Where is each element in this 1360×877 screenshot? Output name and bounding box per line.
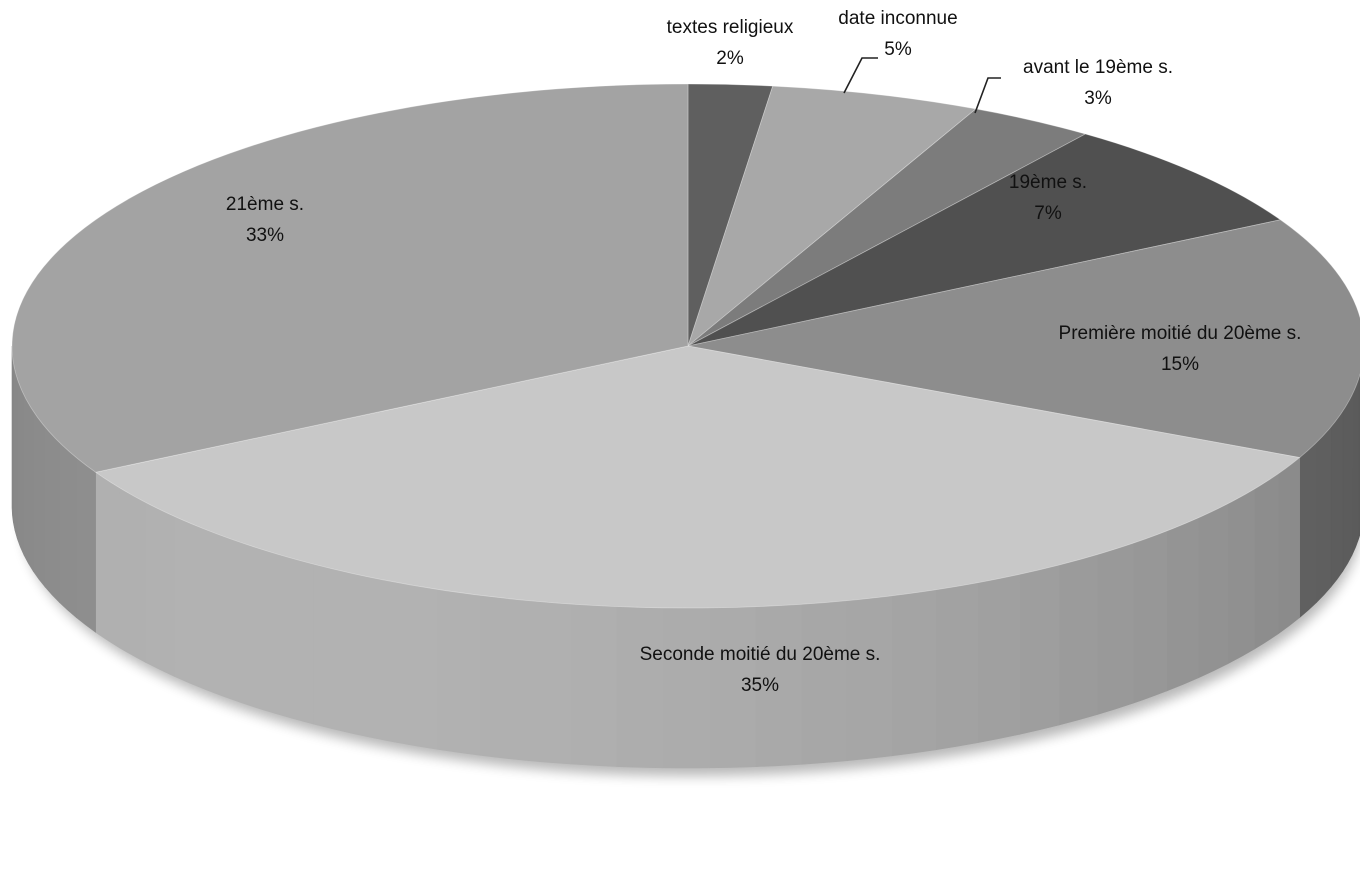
- slice-label-3: 19ème s.: [1009, 172, 1087, 193]
- pie-side-5: [616, 606, 664, 769]
- pie-side-5: [1096, 542, 1134, 715]
- pie-side-5: [95, 471, 120, 649]
- pie-side-6: [11, 345, 14, 523]
- pie-slice-5: [94, 345, 1301, 609]
- pie-side-5: [1227, 488, 1255, 665]
- pie-side-5: [1132, 530, 1168, 704]
- pie-side-5: [352, 573, 395, 743]
- pie-side-4: [1342, 394, 1353, 573]
- slice-value-2: 3%: [1084, 88, 1112, 109]
- pie-side-5: [935, 582, 979, 751]
- pie-side-5: [1254, 472, 1279, 650]
- pie-side-5: [480, 594, 526, 761]
- slice-label-2: avant le 19ème s.: [1023, 57, 1173, 78]
- leader-line-2: [974, 77, 1001, 114]
- pie-slice-6: [11, 83, 689, 473]
- slice-value-3: 7%: [1034, 203, 1062, 224]
- slice-label-6: 21ème s.: [226, 194, 304, 215]
- pie-side-6: [32, 410, 46, 588]
- pie-side-4: [1351, 378, 1359, 556]
- leader-line-1: [843, 57, 878, 94]
- pie-side-5: [393, 581, 437, 750]
- pie-side-5: [119, 487, 147, 663]
- pie-side-5: [1019, 564, 1060, 735]
- pie-side-5: [801, 600, 848, 765]
- pie-side-5: [275, 553, 314, 725]
- pie-side-6: [23, 394, 34, 573]
- pie-side-5: [1166, 517, 1199, 692]
- slice-value-1: 5%: [884, 39, 912, 60]
- pie-side-5: [205, 529, 241, 703]
- pie-side-5: [174, 516, 207, 691]
- pie-side-5: [1058, 554, 1098, 726]
- slice-label-0: textes religieux: [667, 17, 794, 38]
- slice-value-5: 35%: [741, 675, 779, 696]
- slice-value-4: 15%: [1161, 354, 1199, 375]
- pie-slice-4: [687, 219, 1360, 458]
- pie-side-4: [1299, 441, 1317, 619]
- pie-side-6: [17, 378, 25, 556]
- pie-side-5: [1278, 456, 1300, 635]
- pie-side-5: [977, 573, 1020, 743]
- pie-slice-3: [687, 133, 1282, 347]
- pie-side-5: [570, 603, 617, 767]
- pie-side-5: [1198, 503, 1229, 679]
- pie-side-5: [239, 541, 277, 715]
- pie-side-6: [59, 441, 77, 619]
- pie-side-5: [145, 501, 176, 678]
- pie-side-4: [1330, 410, 1344, 588]
- slice-label-1: date inconnue: [838, 8, 957, 29]
- slice-label-5: Seconde moitié du 20ème s.: [640, 644, 881, 665]
- slice-value-6: 33%: [246, 225, 284, 246]
- pie-side-6: [13, 362, 18, 539]
- pie-slice-0: [687, 83, 774, 347]
- pie-slice-1: [687, 85, 977, 348]
- pie-side-5: [891, 589, 936, 757]
- pie-side-4: [1316, 426, 1332, 604]
- pie-side-5: [662, 607, 710, 769]
- pie-side-5: [436, 588, 481, 756]
- pie-side-5: [313, 563, 354, 734]
- pie-side-6: [44, 426, 60, 604]
- pie-side-5: [846, 595, 893, 761]
- pie-side-5: [524, 599, 571, 765]
- pie-side-6: [76, 456, 96, 633]
- slice-value-0: 2%: [716, 48, 744, 69]
- slice-label-4: Première moitié du 20ème s.: [1059, 323, 1302, 344]
